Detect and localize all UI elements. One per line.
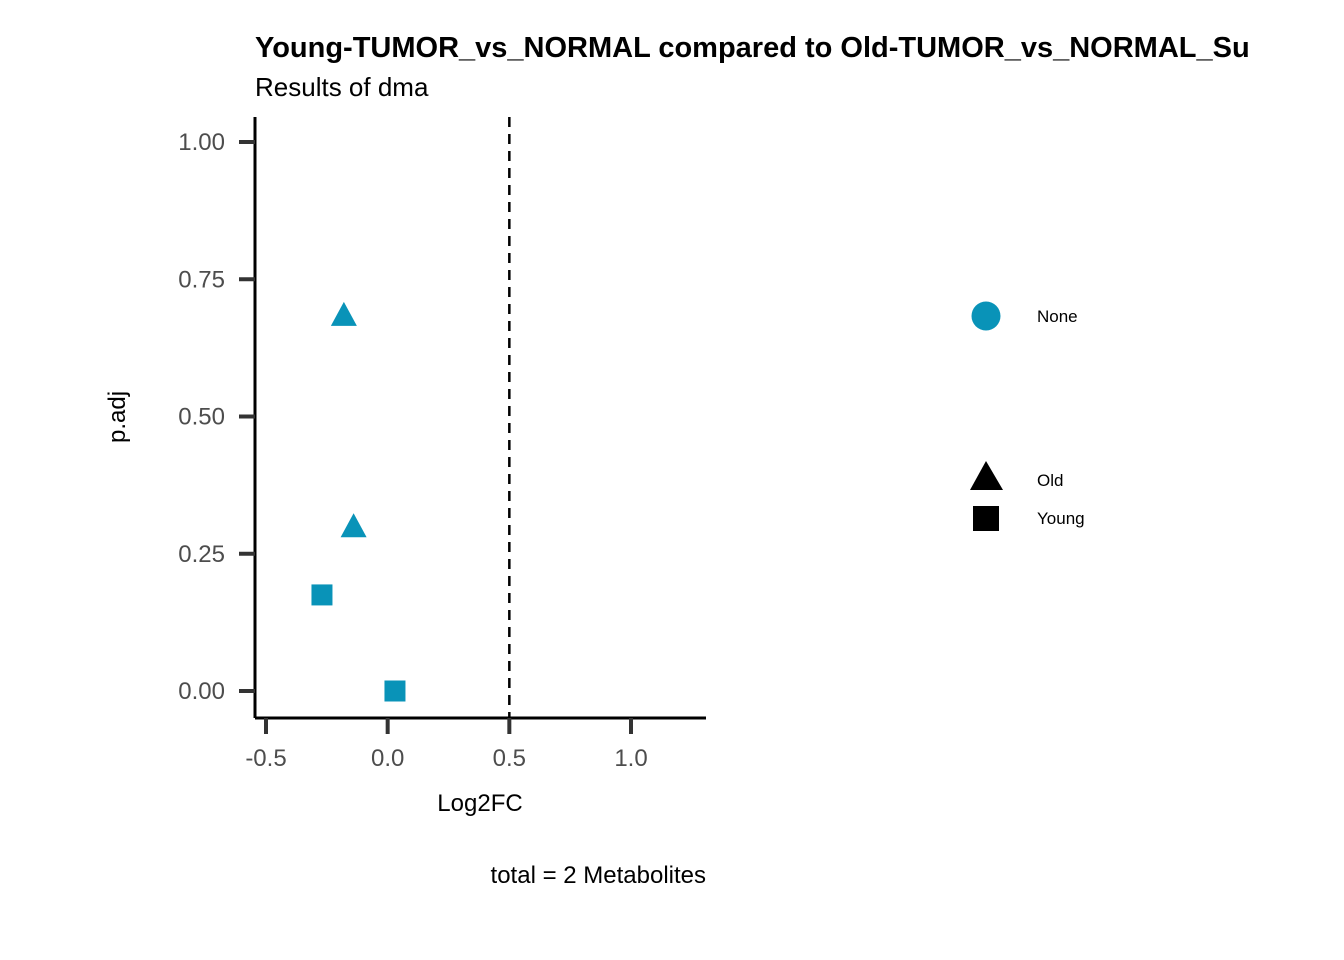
chart-title: Young-TUMOR_vs_NORMAL compared to Old-TU… [255, 32, 1250, 64]
data-point-square [384, 680, 406, 702]
data-point-square [311, 584, 333, 606]
data-points [311, 301, 406, 702]
y-tick-label: 1.00 [178, 129, 225, 156]
legend: None Old Young [970, 301, 1085, 531]
x-tick-label: -0.5 [245, 745, 286, 772]
legend-label-old: Old [1037, 471, 1063, 490]
legend-key-none-icon [971, 301, 1001, 331]
legend-key-young-icon [973, 506, 999, 531]
y-tick-label: 0.50 [178, 404, 225, 431]
x-axis-title: Log2FC [437, 790, 522, 817]
axes: 0.00 0.25 0.50 0.75 1.00 -0.5 0.0 0.5 1.0 [178, 117, 706, 772]
legend-key-old-icon [970, 461, 1003, 490]
chart-subtitle: Results of dma [255, 72, 429, 102]
caption: total = 2 Metabolites [491, 862, 706, 889]
y-tick-label: 0.00 [178, 678, 225, 705]
legend-label-none: None [1037, 307, 1078, 326]
data-point-triangle [330, 301, 357, 326]
data-point-triangle [340, 513, 367, 538]
x-tick-label: 1.0 [614, 745, 647, 772]
x-tick-label: 0.5 [493, 745, 526, 772]
y-tick-label: 0.25 [178, 541, 225, 568]
y-tick-label: 0.75 [178, 266, 225, 293]
x-tick-label: 0.0 [371, 745, 404, 772]
legend-label-young: Young [1037, 509, 1085, 528]
y-axis-title: p.adj [104, 391, 131, 443]
